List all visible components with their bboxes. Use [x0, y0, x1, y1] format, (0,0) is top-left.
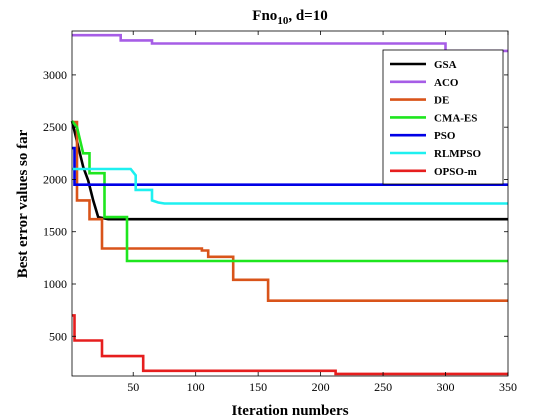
legend-label-cma-es: CMA-ES [434, 112, 477, 124]
x-tick-label: 200 [312, 380, 330, 394]
y-axis-label: Best error values so far [15, 129, 31, 278]
legend-label-rlmpso: RLMPSO [434, 148, 482, 160]
legend-label-pso: PSO [434, 130, 456, 142]
chart-title: Fno10, d=10 [252, 8, 327, 27]
series-line-opso-m [72, 314, 508, 376]
y-tick-label: 3000 [43, 68, 67, 82]
legend-label-de: DE [434, 95, 449, 107]
x-axis-label: Iteration numbers [231, 403, 348, 419]
plot-frame [71, 30, 509, 377]
legend-label-aco: ACO [434, 77, 459, 89]
x-tick-label: 300 [437, 380, 455, 394]
ticks-layer: 50 100 150 200 250 300 350 500 1000 1500 2000 2500 3… [43, 31, 517, 394]
series-line-de [72, 120, 508, 303]
y-tick-label: 1500 [43, 225, 67, 239]
chart-title-subscript: 10 [277, 15, 289, 27]
x-tick-label: 250 [374, 380, 392, 394]
x-tick-label: 350 [499, 380, 517, 394]
chart-title-main: Fno [252, 8, 277, 24]
series-line-gsa [70, 120, 508, 221]
x-tick-label: 150 [249, 380, 267, 394]
chart-title-rest: , d=10 [288, 8, 327, 24]
series-line-rlmpso [72, 167, 508, 205]
legend-items: GSA ACO DE CMA-ES PSO RLMPSO OPSO-m [390, 59, 482, 178]
series-line-pso [72, 146, 508, 186]
y-tick-label: 2500 [43, 120, 67, 134]
series-line-cma-es [70, 120, 508, 263]
y-tick-label: 500 [49, 329, 67, 343]
series-layer [70, 33, 508, 376]
legend: GSA ACO DE CMA-ES PSO RLMPSO OPSO-m [382, 49, 504, 185]
legend-label-gsa: GSA [434, 59, 457, 71]
x-tick-label: 50 [127, 380, 139, 394]
y-tick-label: 1000 [43, 277, 67, 291]
legend-label-opso-m: OPSO-m [434, 166, 477, 178]
y-tick-label: 2000 [43, 172, 67, 186]
x-tick-label: 100 [187, 380, 205, 394]
